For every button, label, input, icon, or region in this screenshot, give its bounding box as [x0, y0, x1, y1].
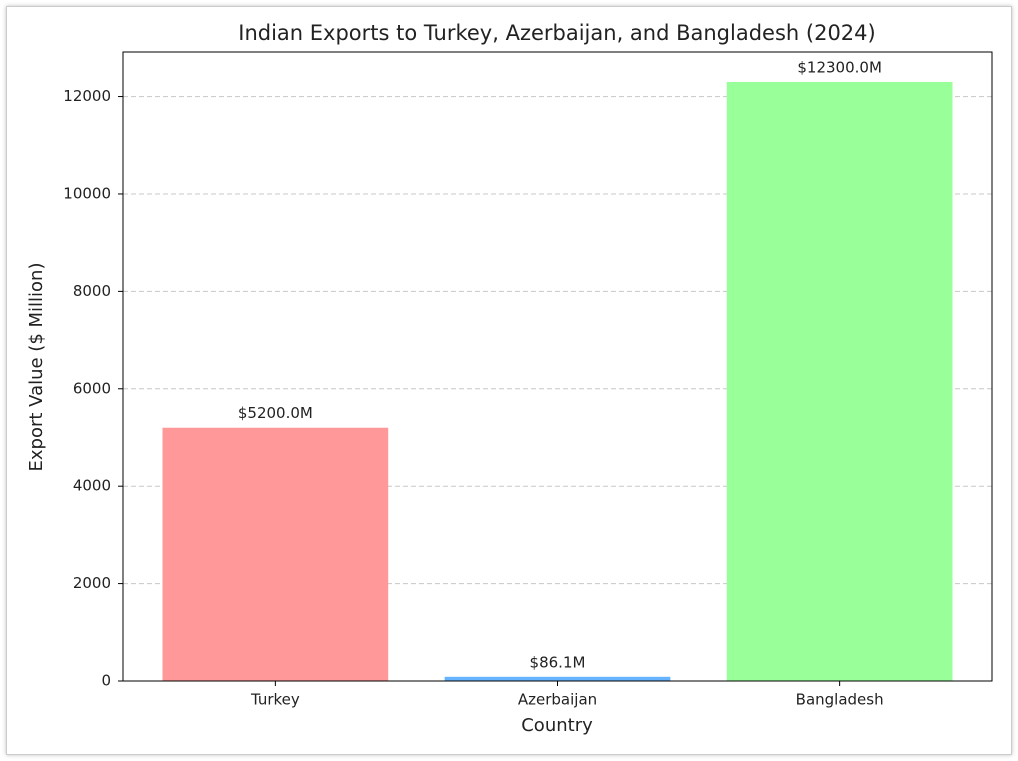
- y-tick-label: 12000: [63, 87, 111, 105]
- value-label: $5200.0M: [238, 404, 313, 422]
- bar: [162, 427, 389, 681]
- bar: [444, 676, 671, 681]
- value-label: $12300.0M: [797, 58, 882, 76]
- plot-frame: [122, 51, 993, 682]
- x-tick-label: Bangladesh: [796, 691, 884, 709]
- y-tick-label: 0: [101, 672, 111, 690]
- chart-title: Indian Exports to Turkey, Azerbaijan, an…: [238, 21, 875, 45]
- x-axis-label: Country: [521, 715, 593, 736]
- y-tick-label: 10000: [63, 184, 111, 202]
- value-label: $86.1M: [530, 653, 586, 671]
- y-tick-label: 4000: [73, 477, 111, 495]
- y-tick-label: 2000: [73, 574, 111, 592]
- y-tick-label: 6000: [73, 379, 111, 397]
- y-tick-label: 8000: [73, 282, 111, 300]
- bar: [726, 81, 953, 681]
- y-axis-label: Export Value ($ Million): [26, 263, 47, 472]
- x-tick-label: Azerbaijan: [518, 691, 597, 709]
- x-tick-label: Turkey: [250, 691, 300, 709]
